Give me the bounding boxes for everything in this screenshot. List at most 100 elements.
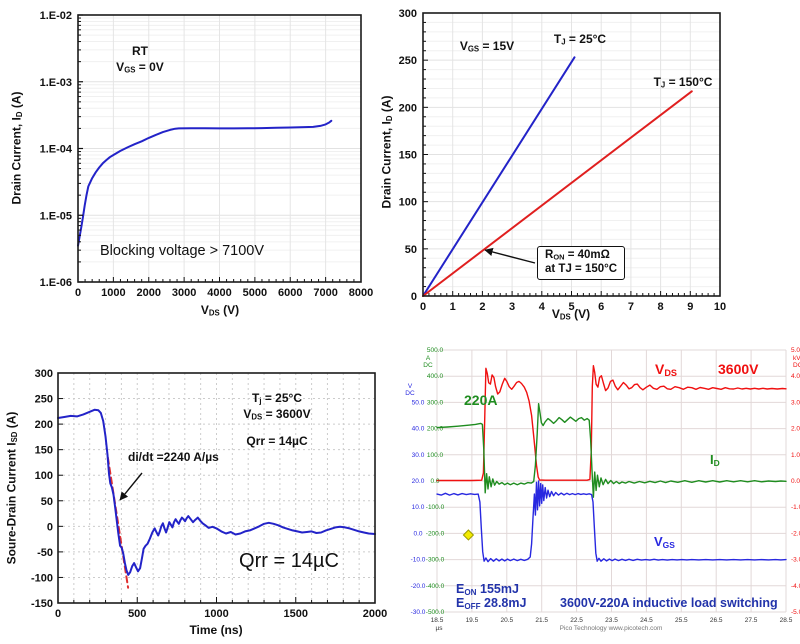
tick-label: 4000 bbox=[207, 287, 231, 299]
label-eoff: EOFF 28.8mJ bbox=[456, 596, 527, 611]
red-axis-label: 4.0 bbox=[791, 373, 800, 380]
tick-label: 500 bbox=[128, 608, 146, 620]
green-axis-label: -400.0 bbox=[426, 583, 445, 590]
green-axis-label: -500.0 bbox=[426, 609, 445, 616]
tick-label: 7000 bbox=[313, 287, 337, 299]
tick-label: 20.5 bbox=[500, 617, 513, 624]
ron-line1: RON = 40mΩ bbox=[545, 249, 610, 262]
annotation-tj-150c: TJ = 150°C bbox=[653, 75, 713, 90]
tick-label: 27.5 bbox=[745, 617, 758, 624]
red-axis-label: 5.0 bbox=[791, 347, 800, 354]
tick-label: 7 bbox=[628, 301, 634, 313]
tick-label: 100 bbox=[399, 197, 417, 209]
annotation-didt: di/dt =2240 A/µs bbox=[128, 450, 219, 464]
scope-plot: 500.0 400.0 300.0 200.0 100.0 0.0 -100.0 -200.0… bbox=[405, 347, 800, 632]
green-axis-label: -100.0 bbox=[426, 504, 445, 511]
plot-frame bbox=[422, 12, 721, 297]
x-axis-title: VDS (V) bbox=[200, 303, 240, 318]
annotation-blocking-voltage: Blocking voltage > 7100V bbox=[100, 243, 265, 259]
blue-axis-label: 40.0 bbox=[412, 426, 425, 433]
blue-axis-label: 30.0 bbox=[412, 452, 425, 459]
tick-label: 6 bbox=[598, 301, 604, 313]
red-axis-label: -1.0 bbox=[791, 504, 800, 511]
plot-frame bbox=[57, 372, 376, 604]
tick-label: 25.5 bbox=[675, 617, 688, 624]
blue-axis-label: 50.0 bbox=[412, 399, 425, 406]
scope-panel: 500.0 400.0 300.0 200.0 100.0 0.0 -100.0 -200.0… bbox=[400, 330, 800, 644]
label-vgs-trace: VGS bbox=[654, 534, 675, 550]
tick-label: 2000 bbox=[363, 608, 387, 620]
label-3600v: 3600V bbox=[718, 361, 759, 377]
tick-label: 5000 bbox=[243, 287, 267, 299]
tick-label: 150 bbox=[35, 445, 53, 457]
green-axis-label: 500.0 bbox=[427, 347, 444, 354]
blue-axis-label: -20.0 bbox=[411, 583, 426, 590]
tick-label: 300 bbox=[35, 368, 53, 380]
annotation-qrr: Qrr = 14µC bbox=[246, 434, 308, 448]
green-axis-label: 200.0 bbox=[427, 426, 444, 433]
green-axis-label: 0.0 bbox=[430, 478, 439, 485]
red-axis-unit: DC bbox=[793, 362, 800, 369]
annotation-rt: RT bbox=[132, 44, 148, 58]
plot-frame bbox=[77, 14, 362, 283]
tick-label: 10 bbox=[714, 301, 726, 313]
tick-label: 0 bbox=[55, 608, 61, 620]
iv-line-TJ=150C bbox=[422, 90, 693, 297]
tick-label: 0 bbox=[47, 521, 53, 533]
green-axis-label: -300.0 bbox=[426, 557, 445, 564]
red-axis-label: -3.0 bbox=[791, 557, 800, 564]
blue-axis-label: 10.0 bbox=[412, 504, 425, 511]
tick-label: 200 bbox=[399, 102, 417, 114]
blocking-voltage-plot: 0 1000 2000 3000 4000 5000 6000 7000 8000 1.E-02 1… bbox=[40, 10, 374, 299]
tick-label: 50 bbox=[41, 496, 53, 508]
tick-label: 1 bbox=[450, 301, 456, 313]
green-axis-label: -200.0 bbox=[426, 530, 445, 537]
tick-label: 1000 bbox=[204, 608, 228, 620]
annotation-vgs-15v: VGS = 15V bbox=[459, 39, 515, 54]
marker-diamond bbox=[462, 529, 475, 541]
annotation-vgs-0v: VGS = 0V bbox=[116, 60, 164, 75]
green-axis-label: 400.0 bbox=[427, 373, 444, 380]
tick-label: -50 bbox=[37, 547, 53, 559]
chart-output-characteristics-panel: 0 1 2 3 4 5 6 7 8 9 10 0 50 100 150 200 250 300 Drain Cur… bbox=[379, 0, 800, 330]
tick-label: 24.5 bbox=[640, 617, 653, 624]
tick-label: 200 bbox=[35, 419, 53, 431]
blue-axis-label: -10.0 bbox=[411, 557, 426, 564]
x-axis-title: Time (ns) bbox=[189, 623, 243, 637]
tick-label: 2 bbox=[479, 301, 485, 313]
annotation-qrr-large: Qrr = 14µC bbox=[239, 550, 339, 572]
vds-trace bbox=[436, 365, 787, 482]
leakage-current-curve bbox=[77, 119, 333, 247]
tick-label: 19.5 bbox=[466, 617, 479, 624]
red-axis-label: 3.0 bbox=[791, 399, 800, 406]
tick-label: -100 bbox=[31, 572, 53, 584]
red-axis-label: 2.0 bbox=[791, 426, 800, 433]
x-axis-title: VDS (V) bbox=[551, 307, 591, 322]
tick-label: 150 bbox=[399, 150, 417, 162]
tick-label: 1.E-02 bbox=[40, 10, 72, 22]
tick-label: 9 bbox=[687, 301, 693, 313]
chart-reverse-recovery-panel: 0 500 1000 1500 2000 300 250 200 150 100 50 0 -50 -10… bbox=[0, 330, 400, 644]
tick-label: 26.5 bbox=[710, 617, 723, 624]
red-axis-label: 1.0 bbox=[791, 452, 800, 459]
tick-label: 3 bbox=[509, 301, 515, 313]
tick-label: 1.E-06 bbox=[40, 277, 72, 289]
ron-annotation-box: RON = 40mΩ at TJ = 150°C bbox=[537, 246, 626, 280]
red-axis-label: -4.0 bbox=[791, 583, 800, 590]
tick-label: 0 bbox=[75, 287, 81, 299]
tick-label: 21.5 bbox=[535, 617, 548, 624]
isd-waveform bbox=[57, 408, 376, 576]
tick-label: 18.5 bbox=[431, 617, 444, 624]
y-axis-title: Drain Current, ID (A) bbox=[379, 95, 395, 209]
y-axis-title: Soure-Drain Current ISD (A) bbox=[4, 411, 20, 565]
y-axis-title: Drain Current, ID (A) bbox=[9, 91, 25, 205]
green-axis-unit: DC bbox=[423, 362, 433, 369]
label-id-trace: ID bbox=[710, 452, 720, 468]
scope-caption: 3600V-220A inductive load switching bbox=[560, 596, 778, 610]
tick-label: -150 bbox=[31, 598, 53, 610]
tick-label: 6000 bbox=[278, 287, 302, 299]
x-axis-unit: µs bbox=[436, 625, 444, 632]
tick-label: 22.5 bbox=[570, 617, 583, 624]
annotation-tj: Tj = 25°C bbox=[251, 391, 302, 406]
